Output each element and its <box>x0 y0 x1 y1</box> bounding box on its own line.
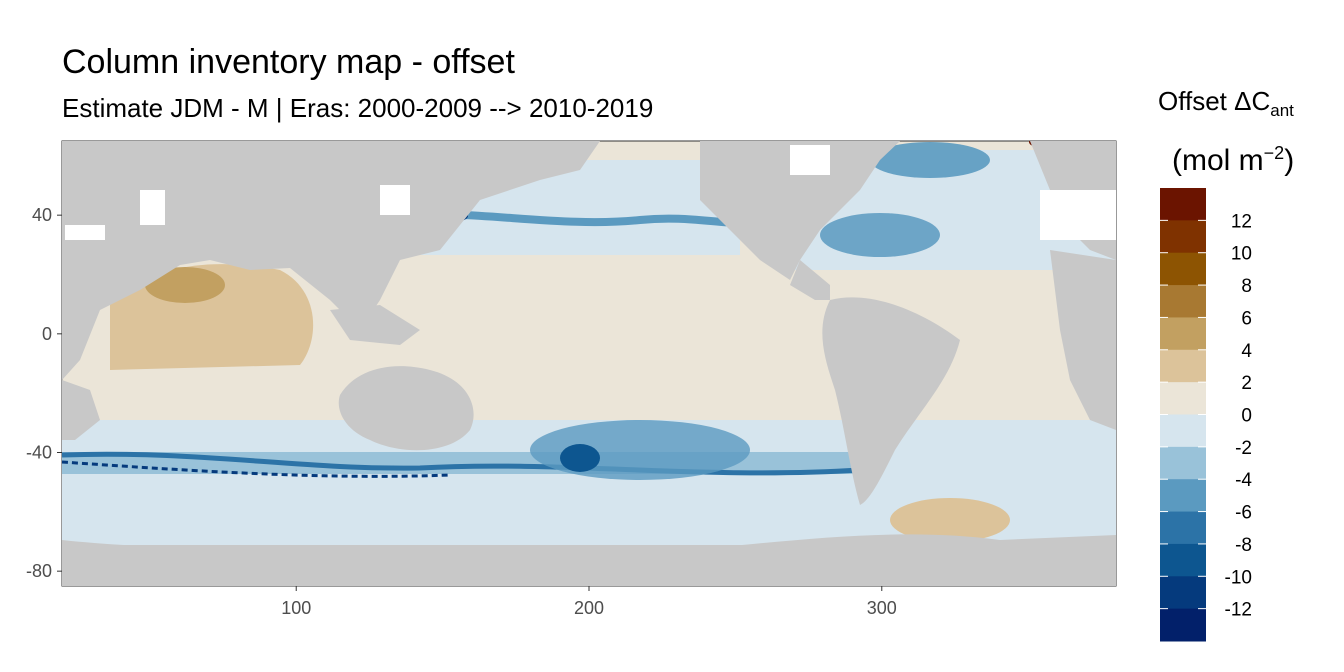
y-tick-label: 0 <box>42 324 52 344</box>
y-tick-label: 40 <box>32 205 52 225</box>
land-africa-south <box>62 380 100 440</box>
y-tick-label: -80 <box>26 561 52 581</box>
map-panel <box>61 140 1117 587</box>
tropical-pacific <box>440 280 840 360</box>
legend-color-step <box>1160 252 1206 286</box>
legend-tick-label: 4 <box>1241 341 1252 362</box>
south-pacific-core <box>560 444 600 472</box>
legend-tick-label: 12 <box>1231 211 1252 232</box>
land-masses <box>62 141 1116 586</box>
legend-color-step <box>1160 511 1206 545</box>
land-north-america <box>700 141 900 280</box>
legend-tick-label: -12 <box>1225 600 1252 621</box>
legend-tick-label: -4 <box>1235 470 1252 491</box>
land-antarctica-edge <box>62 534 1116 586</box>
land-africa-east <box>1050 250 1116 430</box>
legend-tick-label: -8 <box>1235 535 1252 556</box>
southern-ocean-front-2 <box>62 460 451 478</box>
missing-data <box>65 145 1116 240</box>
south-pacific-anomaly <box>530 420 750 480</box>
y-axis: 40 0 -40 -80 <box>26 205 62 581</box>
legend-color-step <box>1160 479 1206 513</box>
north-atlantic-anomaly <box>820 213 940 257</box>
x-tick-label: 300 <box>867 598 897 618</box>
south-atlantic-band <box>880 420 1116 480</box>
legend-color-step <box>1160 446 1206 480</box>
land-central-america <box>790 260 830 300</box>
arabian-sea-positive <box>145 267 225 303</box>
legend-color-step <box>1160 317 1206 351</box>
legend-tick-label: -2 <box>1235 438 1252 459</box>
missing-patch <box>790 145 830 175</box>
weddell-positive <box>890 498 1010 542</box>
legend-tick-label: -6 <box>1235 503 1252 524</box>
legend-color-step <box>1160 576 1206 610</box>
map-subtitle: Estimate JDM - M | Eras: 2000-2009 --> 2… <box>62 93 654 123</box>
legend-colorbar: 12 10 8 6 4 2 0 -2 -4 -6 -8 -10 -12 <box>1160 188 1252 642</box>
legend-tick-label: 0 <box>1241 406 1252 427</box>
legend-color-step <box>1160 543 1206 577</box>
missing-patch <box>140 190 165 225</box>
legend-tick-label: 10 <box>1231 244 1252 265</box>
land-maritime <box>330 305 420 345</box>
legend-color-step <box>1160 188 1206 221</box>
map-title: Column inventory map - offset <box>62 43 515 81</box>
legend-unit: (mol m−2) <box>1172 143 1295 177</box>
legend-color-step <box>1160 608 1206 642</box>
legend-color-step <box>1160 414 1206 448</box>
x-tick-label: 100 <box>281 598 311 618</box>
legend-tick-label: 6 <box>1241 308 1252 329</box>
legend-title: Offset ΔCant <box>1158 86 1294 121</box>
legend-color-step <box>1160 285 1206 318</box>
legend-color-step <box>1160 382 1206 415</box>
legend-color-step <box>1160 220 1206 254</box>
legend-color-step <box>1160 349 1206 383</box>
land-eurasia-africa <box>62 141 600 380</box>
x-axis: 100 200 300 <box>281 586 897 618</box>
map-layers <box>62 141 1116 586</box>
missing-patch <box>1040 190 1116 240</box>
x-tick-label: 200 <box>574 598 604 618</box>
subpolar-gyre <box>870 142 990 178</box>
y-tick-label: -40 <box>26 443 52 463</box>
legend-tick-label: -10 <box>1225 567 1252 588</box>
land-south-america <box>822 297 960 505</box>
legend-tick-label: 2 <box>1241 373 1252 394</box>
missing-patch <box>380 185 410 215</box>
missing-patch <box>65 225 105 240</box>
legend-tick-label: 8 <box>1241 276 1252 297</box>
land-australia <box>338 366 474 451</box>
